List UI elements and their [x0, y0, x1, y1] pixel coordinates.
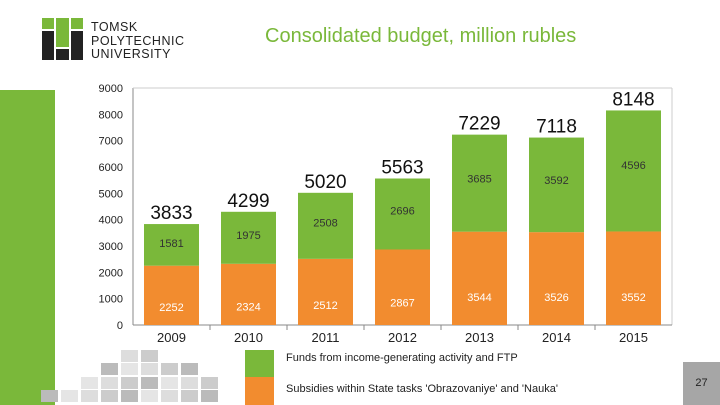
- legend-swatch-green: [245, 350, 274, 378]
- decorative-tile: [141, 390, 158, 402]
- segment-label: 1975: [236, 230, 260, 242]
- x-tick-label: 2012: [388, 330, 417, 345]
- decorative-tile: [181, 377, 198, 389]
- y-tick-label: 7000: [99, 136, 123, 148]
- total-label: 7118: [536, 117, 577, 138]
- decorative-tile: [101, 390, 118, 402]
- y-tick-label: 3000: [99, 241, 123, 253]
- x-tick-label: 2013: [465, 330, 494, 345]
- total-label: 7229: [458, 114, 500, 135]
- decorative-tile: [121, 377, 138, 389]
- y-tick-label: 8000: [99, 109, 123, 121]
- x-tick-label: 2011: [312, 330, 340, 345]
- y-tick-label: 1000: [99, 294, 123, 306]
- bar-segment: [606, 231, 661, 325]
- total-label: 5563: [381, 158, 423, 179]
- bar-segment: [298, 192, 353, 259]
- decorative-tile: [201, 390, 218, 402]
- page-title: Consolidated budget, million rubles: [265, 25, 577, 47]
- x-tick-label: 2014: [542, 330, 571, 345]
- total-label: 4299: [227, 191, 269, 212]
- segment-label: 3552: [621, 292, 645, 304]
- segment-label: 1581: [159, 238, 183, 250]
- bar-segment: [452, 231, 507, 325]
- total-label: 3833: [150, 203, 192, 224]
- bar-segment: [529, 137, 584, 233]
- page-number: 27: [683, 362, 720, 405]
- legend-label: Subsidies within State tasks 'Obrazovani…: [286, 383, 558, 395]
- y-tick-label: 2000: [99, 267, 123, 279]
- university-logo: [42, 18, 83, 60]
- logo-line: UNIVERSITY: [91, 47, 172, 61]
- decorative-tile: [201, 377, 218, 389]
- decorative-tile: [141, 377, 158, 389]
- segment-label: 2324: [236, 302, 260, 314]
- segment-label: 3526: [544, 292, 568, 304]
- logo-text: TOMSK POLYTECHNIC UNIVERSITY: [91, 20, 185, 62]
- y-tick-label: 0: [117, 320, 123, 332]
- bar-segment: [375, 249, 430, 325]
- bar-segment: [221, 263, 276, 325]
- bar-segment: [298, 258, 353, 325]
- logo-line: TOMSK: [91, 20, 138, 34]
- decorative-tile: [121, 350, 138, 362]
- bar-segment: [144, 224, 199, 266]
- bar-segment: [606, 110, 661, 232]
- decorative-tile: [161, 377, 178, 389]
- decorative-tile: [161, 390, 178, 402]
- x-tick-label: 2015: [619, 330, 648, 345]
- decorative-tile: [41, 390, 58, 402]
- segment-label: 2696: [390, 205, 414, 217]
- decorative-tile: [61, 390, 78, 402]
- decorative-tile: [81, 390, 98, 402]
- x-tick-label: 2009: [157, 330, 186, 345]
- decorative-tile: [101, 363, 118, 375]
- legend-label: Funds from income-generating activity an…: [286, 352, 518, 364]
- bar-segment: [529, 232, 584, 325]
- decorative-tile: [121, 390, 138, 402]
- decorative-tile: [141, 350, 158, 362]
- y-tick-label: 6000: [99, 162, 123, 174]
- decorative-tile: [181, 390, 198, 402]
- segment-label: 3685: [467, 173, 491, 185]
- segment-label: 2508: [313, 218, 337, 230]
- bar-segment: [221, 211, 276, 264]
- bar-segment: [375, 178, 430, 250]
- decorative-tile: [81, 377, 98, 389]
- decorative-tile: [161, 363, 178, 375]
- x-tick-label: 2010: [234, 330, 263, 345]
- y-tick-label: 9000: [99, 83, 123, 95]
- bar-segment: [452, 134, 507, 232]
- decorative-tile: [121, 363, 138, 375]
- sidebar-accent: [0, 90, 55, 405]
- logo-line: POLYTECHNIC: [91, 33, 185, 48]
- segment-label: 4596: [621, 160, 645, 172]
- legend-swatch-orange: [245, 377, 274, 405]
- segment-label: 3592: [544, 175, 568, 187]
- decorative-tile: [181, 363, 198, 375]
- segment-label: 2252: [159, 302, 183, 314]
- decorative-tile: [141, 363, 158, 375]
- y-tick-label: 5000: [99, 188, 123, 200]
- y-tick-label: 4000: [99, 215, 123, 227]
- segment-label: 2512: [313, 300, 337, 312]
- segment-label: 2867: [390, 297, 414, 309]
- segment-label: 3544: [467, 292, 491, 304]
- bar-segment: [144, 265, 199, 325]
- total-label: 5020: [304, 172, 346, 193]
- total-label: 8148: [612, 89, 654, 110]
- decorative-tile: [101, 377, 118, 389]
